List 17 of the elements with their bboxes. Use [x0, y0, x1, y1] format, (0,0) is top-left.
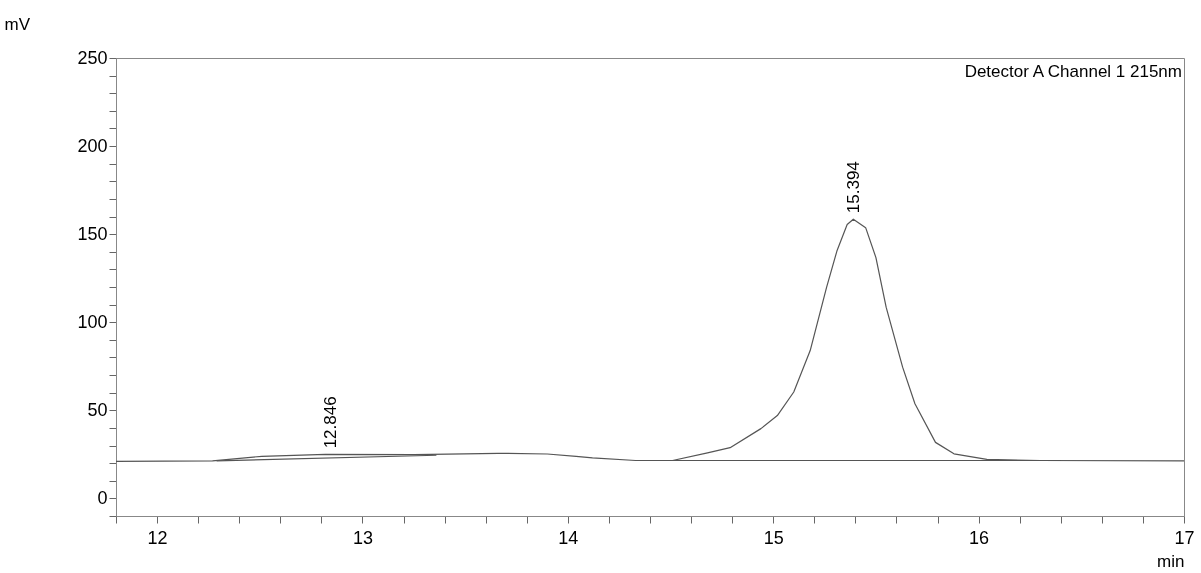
annotation: 15.394: [844, 161, 864, 214]
annotation: Detector A Channel 1 215nm: [964, 62, 1182, 81]
y-tick-label: 200: [77, 135, 108, 156]
y-tick-label: 50: [87, 399, 108, 420]
x-tick-label: 16: [969, 527, 990, 548]
x-tick-label: 14: [558, 527, 579, 548]
x-tick-label: 12: [147, 527, 168, 548]
y-axis-title: mV: [4, 14, 31, 34]
y-tick-label: 100: [77, 311, 108, 332]
annotation: 12.846: [320, 396, 340, 449]
x-tick-label: 17: [1174, 527, 1195, 548]
y-tick-label: 250: [77, 47, 108, 68]
x-axis-title: min: [1157, 551, 1185, 571]
y-tick-label: 0: [97, 487, 108, 508]
x-tick-label: 13: [352, 527, 373, 548]
y-tick-label: 150: [77, 223, 108, 244]
x-tick-label: 15: [763, 527, 784, 548]
